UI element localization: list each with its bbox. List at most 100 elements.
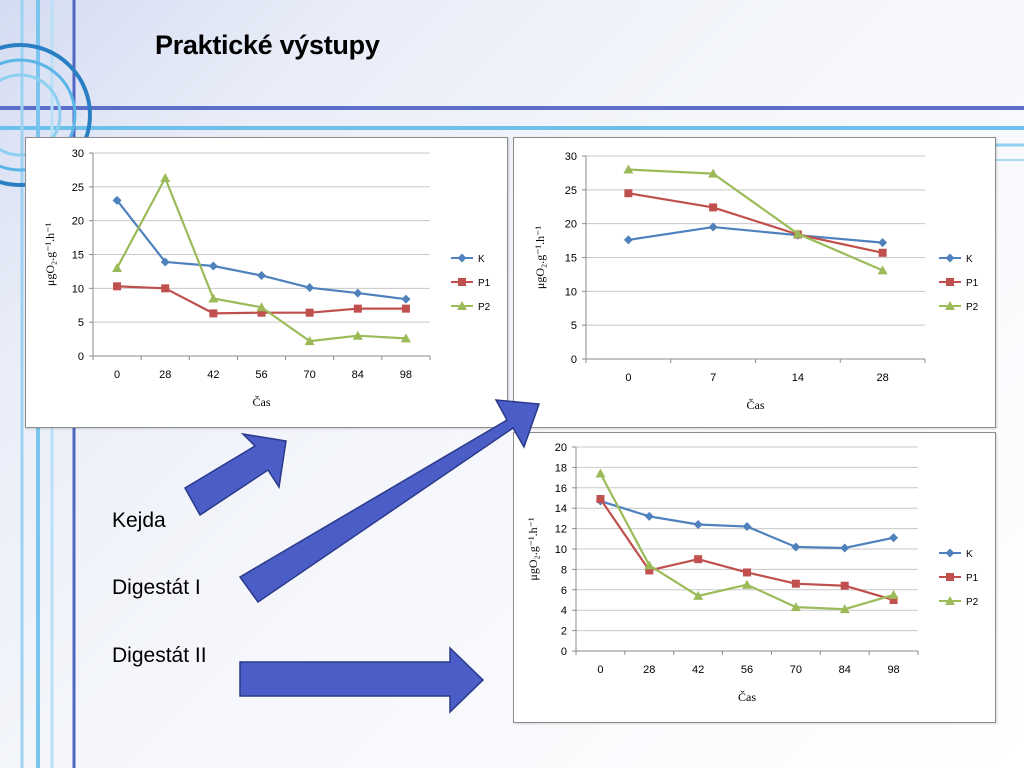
series-line-K <box>628 225 883 244</box>
x-tick-label: 42 <box>692 664 704 676</box>
y-tick-label: 5 <box>78 317 84 329</box>
x-tick-label: 70 <box>790 664 802 676</box>
data-point-P1 <box>257 308 266 317</box>
legend-marker <box>946 573 954 581</box>
series-K <box>112 195 411 304</box>
data-point-K <box>840 543 850 553</box>
data-point-K <box>353 288 363 298</box>
data-point-P1 <box>596 495 605 504</box>
series-P2 <box>112 173 411 346</box>
y-tick-label: 20 <box>555 442 567 454</box>
legend-marker <box>945 301 955 310</box>
legend-marker <box>457 301 467 310</box>
data-point-P1 <box>401 304 410 313</box>
legend-entry-K: K <box>939 253 973 265</box>
y-tick-label: 10 <box>72 283 84 295</box>
legend-marker <box>946 278 954 286</box>
data-point-K <box>791 542 801 552</box>
data-point-P2 <box>595 468 606 478</box>
series-line-K <box>116 199 407 301</box>
legend-marker <box>458 278 466 286</box>
series-K <box>595 496 899 553</box>
data-point-K <box>693 520 703 530</box>
y-axis-title: μgO₂.g⁻¹.h⁻¹ <box>43 223 57 287</box>
x-tick-label: 70 <box>304 369 316 381</box>
y-tick-label: 2 <box>561 626 567 638</box>
legend-marker <box>945 596 955 605</box>
series-P1 <box>113 282 410 318</box>
data-point-P2 <box>877 265 888 275</box>
x-tick-label: 7 <box>710 372 716 384</box>
y-tick-label: 8 <box>561 564 567 576</box>
label-kejda: Kejda <box>112 509 166 532</box>
legend-label: P2 <box>966 597 979 608</box>
x-tick-label: 98 <box>400 369 412 381</box>
chart-panel-digestat-2: 0 2 4 6 8 10 12 14 16 18 20 0 28 42 56 70 84 98 Čas μgO₂.g⁻… <box>513 432 996 723</box>
label-digestat-1: Digestát I <box>112 576 201 599</box>
data-point-P2 <box>708 168 719 178</box>
y-tick-label: 20 <box>72 216 84 228</box>
data-point-P2 <box>256 302 267 312</box>
legend-label: K <box>478 254 485 265</box>
x-tick-label: 56 <box>255 369 267 381</box>
x-tick-label: 42 <box>207 369 219 381</box>
data-point-P1 <box>353 304 362 313</box>
y-tick-label: 30 <box>72 148 84 160</box>
chart-panel-digestat-1: 0 5 10 15 20 25 30 0 7 14 28 Čas μgO₂.g⁻¹.h⁻¹ K P1 P2 <box>513 137 996 428</box>
x-tick-label: 0 <box>114 369 120 381</box>
y-tick-label: 0 <box>78 351 84 363</box>
legend-label: P2 <box>966 302 979 313</box>
y-tick-label: 5 <box>571 320 577 332</box>
data-point-K <box>644 511 654 521</box>
x-tick-label: 0 <box>625 372 631 384</box>
data-point-P1 <box>113 282 122 291</box>
data-point-P2 <box>112 263 123 273</box>
series-P1 <box>596 495 898 604</box>
legend-entry-P2: P2 <box>939 301 979 313</box>
y-tick-label: 6 <box>561 585 567 597</box>
data-point-P2 <box>888 589 899 599</box>
legend-entry-P1: P1 <box>939 278 979 289</box>
legend-entry-P1: P1 <box>451 278 491 289</box>
label-digestat-2: Digestát II <box>112 644 207 667</box>
data-point-P1 <box>791 579 800 588</box>
x-tick-label: 28 <box>643 664 655 676</box>
x-axis-title: Čas <box>253 395 271 409</box>
data-point-P2 <box>792 228 803 238</box>
data-point-K <box>160 257 170 267</box>
y-tick-label: 30 <box>565 151 577 163</box>
slide-title: Praktické výstupy <box>155 30 380 60</box>
chart-svg-0: 0 5 10 15 20 25 30 0 28 42 56 70 84 98 Čas μgO₂.g⁻¹.h⁻¹… <box>43 148 491 409</box>
x-tick-label: 56 <box>741 664 753 676</box>
x-tick-label: 84 <box>839 664 851 676</box>
x-tick-label: 0 <box>597 664 603 676</box>
legend-entry-K: K <box>451 253 485 265</box>
legend-entry-P2: P2 <box>939 596 979 608</box>
y-tick-label: 0 <box>561 646 567 658</box>
y-tick-label: 15 <box>565 253 577 265</box>
x-tick-label: 98 <box>887 664 899 676</box>
data-point-P1 <box>878 248 887 257</box>
x-tick-label: 14 <box>792 372 804 384</box>
series-P2 <box>623 164 888 275</box>
y-tick-label: 20 <box>565 219 577 231</box>
data-point-P2 <box>304 336 315 346</box>
y-tick-label: 25 <box>565 185 577 197</box>
legend-entry-P2: P2 <box>451 301 491 313</box>
y-tick-label: 16 <box>555 483 567 495</box>
legend-label: P1 <box>478 278 491 289</box>
data-point-P2 <box>352 330 363 340</box>
legend-marker <box>945 253 955 263</box>
data-point-P2 <box>400 333 411 343</box>
chart-svg-2: 0 2 4 6 8 10 12 14 16 18 20 0 28 42 56 70 84 98 Čas μgO₂.g⁻… <box>526 442 979 704</box>
data-point-P1 <box>709 203 718 212</box>
data-point-K <box>401 294 411 304</box>
data-point-K <box>305 283 315 293</box>
y-tick-label: 0 <box>571 354 577 366</box>
data-point-K <box>889 533 899 543</box>
data-point-K <box>623 235 633 245</box>
data-point-P1 <box>624 189 633 198</box>
data-point-P2 <box>790 602 801 612</box>
data-point-K <box>742 522 752 532</box>
legend-label: P2 <box>478 302 491 313</box>
